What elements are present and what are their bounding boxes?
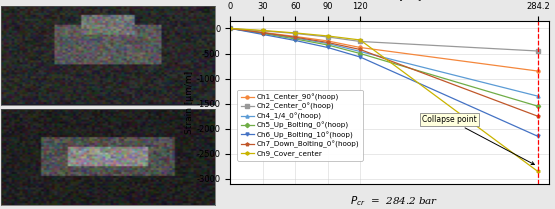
Ch7_Down_Bolting_0°(hoop)	[534, 115, 541, 117]
Ch9_Cover_center	[259, 29, 266, 32]
Ch7_Down_Bolting_0°(hoop)	[357, 48, 364, 51]
Ch7_Down_Bolting_0°(hoop)	[324, 41, 331, 44]
Ch5_Up_Bolting_0°(hoop)	[292, 38, 299, 40]
Line: Ch5_Up_Bolting_0°(hoop): Ch5_Up_Bolting_0°(hoop)	[229, 27, 539, 108]
X-axis label: Pressure [bar]: Pressure [bar]	[358, 0, 422, 1]
Ch5_Up_Bolting_0°(hoop)	[259, 32, 266, 35]
Ch5_Up_Bolting_0°(hoop)	[227, 27, 234, 30]
Line: Ch7_Down_Bolting_0°(hoop): Ch7_Down_Bolting_0°(hoop)	[229, 27, 539, 118]
Ch1_Center_90°(hoop)	[324, 40, 331, 42]
Ch6_Up_Bolting_10°(hoop)	[357, 56, 364, 58]
Ch5_Up_Bolting_0°(hoop)	[324, 44, 331, 46]
Ch5_Up_Bolting_0°(hoop)	[357, 52, 364, 55]
Ch7_Down_Bolting_0°(hoop)	[259, 31, 266, 34]
Ch1_Center_90°(hoop)	[534, 70, 541, 72]
Ch4_1/4_0°(hoop)	[324, 42, 331, 45]
Text: Collapse point: Collapse point	[422, 115, 534, 164]
Ch4_1/4_0°(hoop)	[259, 32, 266, 34]
Ch1_Center_90°(hoop)	[227, 27, 234, 30]
Ch4_1/4_0°(hoop)	[227, 27, 234, 30]
Ch2_Center_0°(hoop)	[227, 27, 234, 30]
Line: Ch9_Cover_center: Ch9_Cover_center	[229, 27, 539, 173]
Ch2_Center_0°(hoop)	[259, 30, 266, 32]
Ch1_Center_90°(hoop)	[259, 31, 266, 34]
Ch2_Center_0°(hoop)	[324, 36, 331, 38]
Ch9_Cover_center	[227, 27, 234, 30]
Ch6_Up_Bolting_10°(hoop)	[227, 27, 234, 30]
Ch6_Up_Bolting_10°(hoop)	[324, 46, 331, 49]
Line: Ch6_Up_Bolting_10°(hoop): Ch6_Up_Bolting_10°(hoop)	[229, 27, 539, 138]
Ch1_Center_90°(hoop)	[292, 35, 299, 38]
Ch2_Center_0°(hoop)	[534, 50, 541, 52]
Ch9_Cover_center	[357, 39, 364, 41]
Ch6_Up_Bolting_10°(hoop)	[259, 33, 266, 36]
Ch7_Down_Bolting_0°(hoop)	[227, 27, 234, 30]
Y-axis label: Strain [μm/m]: Strain [μm/m]	[185, 71, 194, 134]
Ch9_Cover_center	[534, 170, 541, 173]
Line: Ch1_Center_90°(hoop): Ch1_Center_90°(hoop)	[229, 27, 539, 73]
Ch6_Up_Bolting_10°(hoop)	[534, 135, 541, 138]
Ch1_Center_90°(hoop)	[357, 46, 364, 49]
Ch2_Center_0°(hoop)	[292, 32, 299, 35]
Legend: Ch1_Center_90°(hoop), Ch2_Center_0°(hoop), Ch4_1/4_0°(hoop), Ch5_Up_Bolting_0°(h: Ch1_Center_90°(hoop), Ch2_Center_0°(hoop…	[237, 90, 363, 161]
Ch4_1/4_0°(hoop)	[292, 37, 299, 39]
Ch9_Cover_center	[324, 35, 331, 37]
Ch6_Up_Bolting_10°(hoop)	[292, 39, 299, 42]
Ch2_Center_0°(hoop)	[357, 40, 364, 43]
Ch5_Up_Bolting_0°(hoop)	[534, 105, 541, 107]
Ch7_Down_Bolting_0°(hoop)	[292, 36, 299, 38]
Text: $P_{cr}$  =  284.2 bar: $P_{cr}$ = 284.2 bar	[350, 194, 438, 208]
Line: Ch4_1/4_0°(hoop): Ch4_1/4_0°(hoop)	[229, 27, 539, 98]
Line: Ch2_Center_0°(hoop): Ch2_Center_0°(hoop)	[229, 27, 539, 52]
Ch4_1/4_0°(hoop)	[534, 95, 541, 97]
Ch4_1/4_0°(hoop)	[357, 50, 364, 53]
Ch9_Cover_center	[292, 32, 299, 34]
